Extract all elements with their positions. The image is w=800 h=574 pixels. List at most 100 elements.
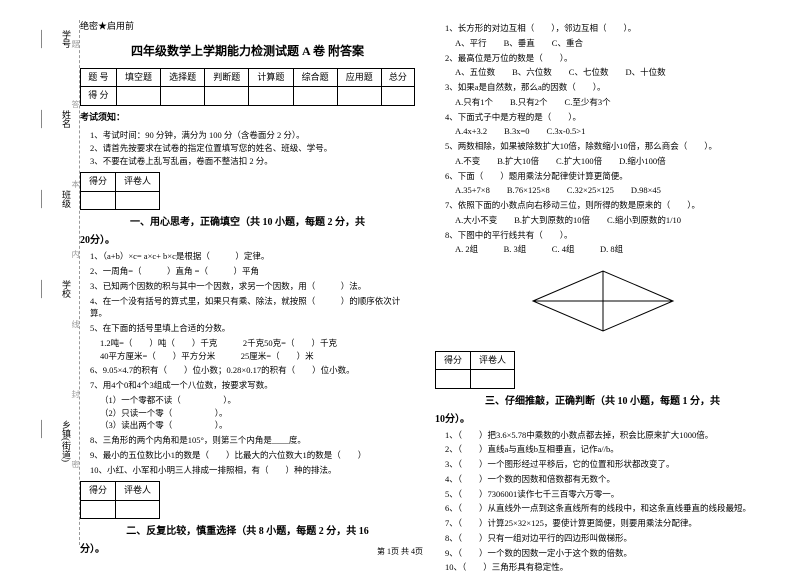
q1-1: 1、（a+b）×c= a×c+ b×c是根据（ ）定律。 (90, 250, 415, 263)
label-town: 乡镇(街道) (60, 420, 73, 462)
grade-cell (81, 500, 116, 519)
grade-label: 得分 (436, 351, 471, 370)
field-student-id: ____ (40, 30, 50, 48)
grade-cell (471, 370, 515, 389)
q3-1: 1、（ ）把3.6×5.78中乘数的小数点都去掉，积会比原来扩大1000倍。 (445, 429, 770, 442)
dash-char: 本 (70, 180, 81, 188)
score-cell (293, 87, 337, 106)
q1-4: 4、在一个没有括号的算式里，如果只有乘、除法，就按照（ ）的顺序依次计算。 (90, 295, 415, 321)
field-class: ____ (40, 190, 50, 208)
q1-5: 5、在下面的括号里填上合适的分数。 (90, 322, 415, 335)
q1-5b: 40平方厘米=（ ）平方分米 25厘米=（ ）米 (100, 350, 415, 363)
dash-char: 答 (70, 100, 81, 108)
notice-item: 1、考试时间：90 分钟，满分为 100 分（含卷面分 2 分）。 (90, 129, 415, 142)
section3-title: 三、仔细推敲，正确判断（共 10 小题，每题 1 分，共 (435, 394, 770, 409)
right-column: 1、长方形的对边互相（ ），邻边互相（ ）。 A、平行 B、垂直 C、重合 2、… (435, 20, 770, 545)
q1-7b: （2）只读一个零（ ）。 (100, 407, 415, 420)
score-header: 应用题 (337, 68, 381, 87)
section3-title-end: 10分）。 (435, 412, 770, 427)
score-header: 题 号 (81, 68, 117, 87)
q2-1-opt: A、平行 B、垂直 C、重合 (455, 37, 770, 50)
q2-1: 1、长方形的对边互相（ ），邻边互相（ ）。 (445, 22, 770, 35)
q3-8: 8、（ ）只有一组对边平行的四边形叫做梯形。 (445, 532, 770, 545)
grade-label: 评卷人 (116, 482, 160, 501)
q3-10: 10、（ ）三角形具有稳定性。 (445, 561, 770, 574)
q2-6-opt: A.35+7×8 B.76×125×8 C.32×25×125 D.98×45 (455, 184, 770, 197)
field-school: ____ (40, 280, 50, 298)
grade-cell (81, 191, 116, 210)
q2-5-opt: A.不变 B.扩大10倍 C.扩大100倍 D.缩小100倍 (455, 155, 770, 168)
q1-2: 2、一周角=（ ）直角 =（ ）平角 (90, 265, 415, 278)
score-header: 总分 (381, 68, 414, 87)
q2-8: 8、下图中的平行线共有（ ）。 (445, 229, 770, 242)
q1-7: 7、用4个0和4个3组成一个八位数，按要求写数。 (90, 379, 415, 392)
score-cell (116, 87, 160, 106)
q3-4: 4、（ ）一个数的因数和倍数都有无数个。 (445, 473, 770, 486)
field-name: ____ (40, 110, 50, 128)
dash-char: 题 (70, 40, 81, 48)
score-header: 选择题 (161, 68, 205, 87)
q1-5a: 1.2吨=（ ）吨（ ）千克 2千克50克=（ ）千克 (100, 337, 415, 350)
grade-cell (116, 500, 160, 519)
q1-7c: （3）读出两个零（ ）。 (100, 419, 415, 432)
left-column: 绝密★启用前 四年级数学上学期能力检测试题 A 卷 附答案 题 号 填空题 选择… (80, 20, 415, 545)
score-header: 填空题 (116, 68, 160, 87)
score-cell (205, 87, 249, 106)
field-town: ____ (40, 420, 50, 438)
secret-label: 绝密★启用前 (80, 20, 415, 34)
score-cell (249, 87, 293, 106)
page-footer: 第 1页 共 4页 (0, 546, 800, 557)
dash-char: 内 (70, 250, 81, 258)
grade-label: 评卷人 (471, 351, 515, 370)
q2-4: 4、下面式子中是方程的是（ ）。 (445, 111, 770, 124)
q1-6: 6、9.05×4.7的积有（ ）位小数；0.28×0.17的积有（ ）位小数。 (90, 364, 415, 377)
grade-cell (116, 191, 160, 210)
grade-label: 评卷人 (116, 173, 160, 192)
notice-item: 2、请首先按要求在试卷的指定位置填写您的姓名、班级、学号。 (90, 142, 415, 155)
q3-6: 6、（ ）从直线外一点到这条直线所有的线段中，和这条直线垂直的线段最短。 (445, 502, 770, 515)
grade-cell (436, 370, 471, 389)
q2-3-opt: A.只有1个 B.只有2个 C.至少有3个 (455, 96, 770, 109)
section1-title: 一、用心思考，正确填空（共 10 小题，每题 2 分，共 (80, 215, 415, 230)
q1-3: 3、已知两个因数的积与其中一个因数，求另一个因数，用（ ）法。 (90, 280, 415, 293)
exam-title: 四年级数学上学期能力检测试题 A 卷 附答案 (80, 42, 415, 60)
q1-7a: （1）一个零都不读（ ）。 (100, 394, 415, 407)
score-cell (381, 87, 414, 106)
q2-2: 2、最高位是万位的数是（ ）。 (445, 52, 770, 65)
q3-7: 7、（ ）计算25×32×125，要使计算更简便，则要用乘法分配律。 (445, 517, 770, 530)
q1-9: 9、最小的五位数比小1的数是（ ）比最大的六位数大1的数是（ ） (90, 449, 415, 462)
binding-strip: 学号 ____ 姓名 ____ 班级 ____ 学校 ____ 乡镇(街道) _… (30, 20, 80, 545)
grade-label: 得分 (81, 482, 116, 501)
dash-char: 密 (70, 460, 81, 468)
label-name: 姓名 (60, 110, 73, 128)
grade-label: 得分 (81, 173, 116, 192)
dash-char: 封 (70, 390, 81, 398)
grade-box: 得分评卷人 (80, 481, 160, 519)
q3-3: 3、（ ）一个图形经过平移后，它的位置和形状都改变了。 (445, 458, 770, 471)
q2-6: 6、下面（ ）题用乘法分配律使计算更简便。 (445, 170, 770, 183)
q3-5: 5、（ ）7306001读作七千三百零六万零一。 (445, 488, 770, 501)
score-cell (337, 87, 381, 106)
score-header: 判断题 (205, 68, 249, 87)
score-header: 计算题 (249, 68, 293, 87)
score-row-label: 得 分 (81, 87, 117, 106)
section1-title-end: 20分）。 (80, 233, 415, 248)
dash-char: 线 (70, 320, 81, 328)
label-class: 班级 (60, 190, 73, 208)
q2-4-opt: A.4x+3.2 B.3x=0 C.3x-0.5>1 (455, 125, 770, 138)
q1-8: 8、三角形的两个内角和是105°，则第三个内角是____度。 (90, 434, 415, 447)
score-table: 题 号 填空题 选择题 判断题 计算题 综合题 应用题 总分 得 分 (80, 68, 415, 106)
q2-7: 7、依照下面的小数点向右移动三位，则所得的数是原来的（ ）。 (445, 199, 770, 212)
q1-10: 10、小红、小军和小明三人排成一排照相，有（ ）种的排法。 (90, 464, 415, 477)
score-cell (161, 87, 205, 106)
q2-7-opt: A.大小不变 B.扩大到原数的10倍 C.缩小到原数的1/10 (455, 214, 770, 227)
section2-title: 二、反复比较，慎重选择（共 8 小题，每题 2 分，共 16 (80, 524, 415, 539)
notice-item: 3、不要在试卷上乱写乱画，卷面不整洁扣 2 分。 (90, 155, 415, 168)
score-header: 综合题 (293, 68, 337, 87)
grade-box: 得分评卷人 (435, 351, 515, 389)
q3-2: 2、（ ）直线a与直线b互相垂直，记作a//b。 (445, 443, 770, 456)
rhombus-diagram (435, 261, 770, 346)
q2-5: 5、两数相除，如果被除数扩大10倍，除数缩小10倍，那么商会（ ）。 (445, 140, 770, 153)
content-area: 绝密★启用前 四年级数学上学期能力检测试题 A 卷 附答案 题 号 填空题 选择… (80, 20, 770, 545)
q2-8-opt: A. 2组 B. 3组 C. 4组 D. 8组 (455, 243, 770, 256)
